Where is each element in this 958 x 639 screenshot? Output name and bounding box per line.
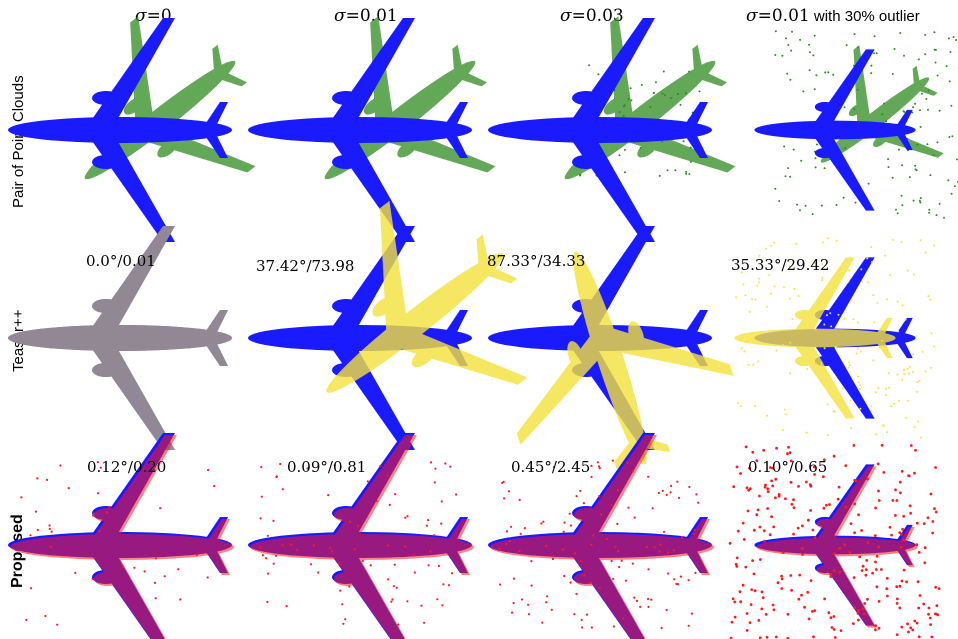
proposed-noise-4 [728, 443, 941, 639]
metric-teaser-4: 35.33°/29.42 [731, 256, 830, 274]
proposed-noise-3 [498, 459, 700, 630]
teaser-outliers-4 [735, 237, 936, 439]
column-title-4: σ=0.01 with 30% outlier [746, 6, 920, 26]
target-cloud-4 [754, 49, 916, 211]
proposed-noise-1 [20, 461, 216, 626]
metric-proposed-1: 0.12°/0.20 [87, 458, 167, 476]
column-title-2: σ=0.01 [334, 6, 398, 26]
metric-proposed-2: 0.09°/0.81 [287, 458, 367, 476]
metric-proposed-4: 0.10°/0.65 [748, 458, 828, 476]
metric-proposed-3: 0.45°/2.45 [511, 458, 591, 476]
metric-teaser-2: 37.42°/73.98 [256, 257, 355, 275]
column-title-3: σ=0.03 [560, 6, 624, 26]
target-cloud-2 [248, 18, 472, 242]
target-cloud-3 [488, 18, 712, 242]
target-cloud-1 [8, 18, 232, 242]
metric-teaser-1: 0.0°/0.01 [86, 252, 156, 270]
proposed-source-4 [756, 466, 918, 628]
metric-teaser-3: 87.33°/34.33 [487, 252, 586, 270]
proposed-noise-2 [259, 461, 458, 626]
